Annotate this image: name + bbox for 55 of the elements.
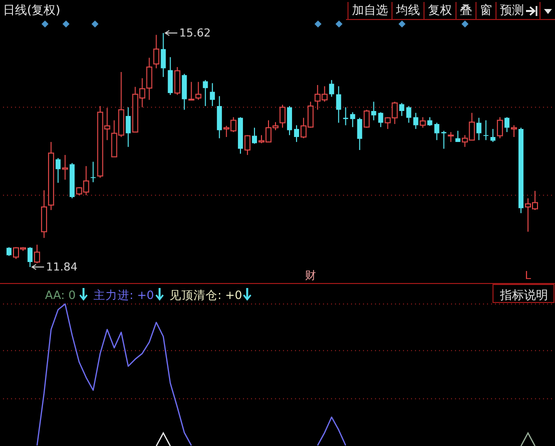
candlestick (174, 66, 180, 96)
text: 见顶清仓: +0 (170, 288, 242, 302)
candlestick (336, 86, 342, 124)
candlestick (62, 154, 68, 180)
candlestick (434, 122, 440, 141)
candlestick (483, 120, 488, 141)
candlestick (448, 132, 454, 142)
candlestick (455, 130, 460, 142)
text: 叠 (460, 3, 472, 17)
candlestick (252, 127, 257, 144)
candlestick (280, 104, 286, 128)
candlestick (28, 246, 33, 268)
candlestick (441, 130, 446, 150)
candlestick (420, 116, 426, 128)
candlestick (378, 112, 384, 128)
text: 复权 (428, 3, 452, 17)
candlestick (160, 32, 166, 78)
candlestick (34, 244, 40, 264)
candlestick (202, 80, 208, 107)
candlestick (490, 128, 496, 142)
candlestick (476, 117, 482, 141)
candlestick (504, 116, 510, 133)
candlestick (371, 101, 376, 121)
candlestick (510, 124, 517, 138)
candlestick (90, 161, 96, 183)
text: AA: 0 (45, 288, 76, 302)
text: 窗 (480, 3, 492, 17)
candlestick (168, 56, 173, 96)
candlestick (287, 106, 292, 136)
series-label: 主力进: +0 (94, 288, 154, 302)
text: 预测 (500, 3, 524, 17)
candlestick (244, 134, 250, 156)
candlestick (195, 81, 202, 100)
candlestick (56, 158, 61, 184)
candlestick (413, 112, 418, 130)
candlestick (350, 112, 356, 128)
text: 加自选 (352, 3, 388, 17)
candlestick (496, 116, 503, 139)
candlestick (153, 34, 160, 69)
candlestick (364, 109, 370, 128)
chart-title: 日线(复权) (3, 3, 60, 17)
candlestick (210, 82, 215, 107)
candlestick (294, 124, 300, 142)
candlestick (357, 117, 362, 150)
candlestick (406, 106, 412, 124)
candlestick (329, 80, 334, 98)
text: 均线 (395, 3, 420, 17)
annotation: 11.84 (46, 260, 78, 274)
text: 财 (305, 269, 316, 282)
candlestick (188, 81, 194, 101)
text: L (524, 269, 532, 282)
text: 指标说明 (499, 288, 548, 302)
candlestick (399, 102, 404, 116)
annotation: 15.62 (179, 26, 211, 40)
candlestick (126, 106, 131, 148)
